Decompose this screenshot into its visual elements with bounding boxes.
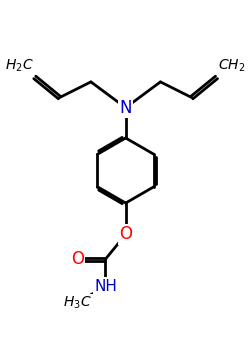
Text: O: O [119,225,132,244]
Text: $H_3C$: $H_3C$ [63,295,92,311]
Text: NH: NH [94,279,117,294]
Text: N: N [120,99,132,117]
Text: $H_2C$: $H_2C$ [5,58,34,74]
Text: $CH_2$: $CH_2$ [218,58,245,74]
Text: O: O [71,250,84,268]
